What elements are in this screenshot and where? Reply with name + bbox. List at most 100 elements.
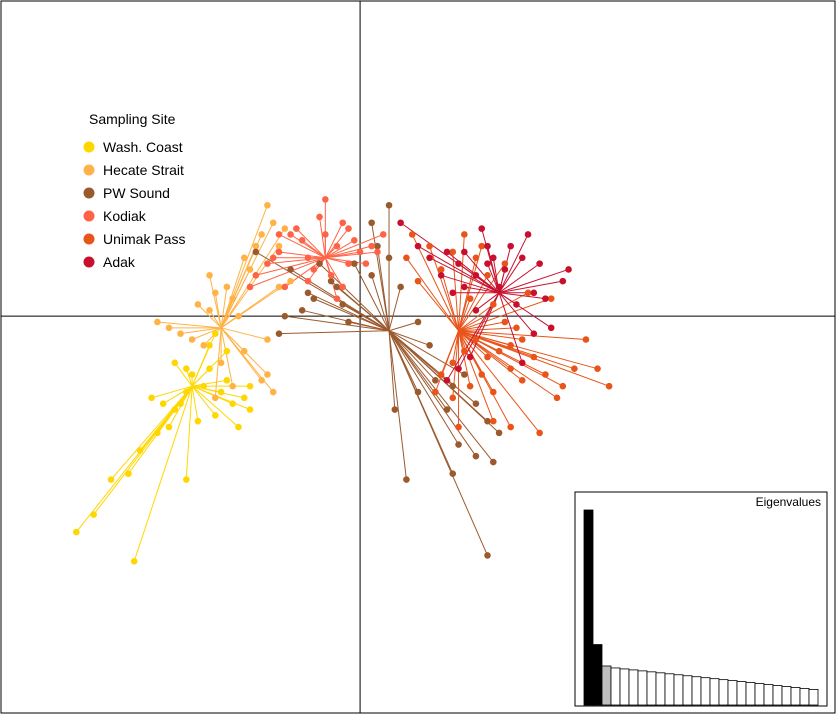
data-point <box>264 201 271 209</box>
spoke-line <box>209 310 222 329</box>
data-point <box>547 295 555 302</box>
spoke-line <box>475 274 500 294</box>
spoke-line <box>434 330 460 393</box>
data-point <box>287 277 294 285</box>
legend-entry: Kodiak <box>103 208 147 224</box>
spoke-line <box>220 286 280 329</box>
data-point <box>559 382 567 390</box>
inset-title: Eigenvalues <box>756 495 821 509</box>
data-point <box>316 260 323 267</box>
eigenvalue-bar <box>646 671 657 706</box>
legend-marker <box>83 187 95 199</box>
data-point <box>368 242 375 250</box>
eigenvalue-bar <box>799 688 810 706</box>
legend-marker <box>83 210 95 222</box>
data-point <box>269 254 277 262</box>
spoke-line <box>185 386 193 480</box>
spoke-line <box>353 263 390 331</box>
data-point <box>484 242 491 250</box>
spoke-line <box>388 330 459 445</box>
spoke-line <box>371 275 390 331</box>
spoke-line <box>388 330 430 346</box>
spoke-line <box>411 234 459 331</box>
spoke-line <box>336 286 390 332</box>
legend-entry: Unimak Pass <box>103 231 185 247</box>
legend-entry: Hecate Strait <box>103 162 184 178</box>
data-point <box>240 254 248 262</box>
spoke-line <box>458 327 517 332</box>
spoke-line <box>417 245 500 294</box>
data-point <box>264 260 271 267</box>
data-point <box>414 318 422 326</box>
data-point <box>246 406 254 413</box>
spoke-line <box>463 251 500 294</box>
data-point <box>553 394 561 402</box>
spoke-line <box>458 292 529 332</box>
data-point <box>536 429 543 437</box>
data-point <box>304 277 312 285</box>
data-point <box>252 242 260 250</box>
data-point <box>293 225 300 232</box>
data-point <box>200 342 208 349</box>
data-point <box>339 301 347 308</box>
eigenvalue-bar <box>700 677 711 706</box>
data-point <box>449 382 457 390</box>
spoke-line <box>296 228 326 259</box>
legend-marker <box>83 233 95 245</box>
data-point <box>432 388 439 396</box>
eigenvalues-inset: Eigenvalues <box>574 491 828 707</box>
spoke-line <box>388 286 402 331</box>
data-point <box>565 266 572 273</box>
spoke-line <box>174 362 193 387</box>
data-point <box>391 406 399 413</box>
data-point <box>559 277 567 285</box>
spoke-line <box>151 385 193 399</box>
data-point <box>501 260 509 267</box>
spoke-line <box>157 321 222 329</box>
spoke-line <box>191 386 199 422</box>
data-point <box>211 394 219 402</box>
data-point <box>513 301 520 308</box>
data-point <box>264 371 271 378</box>
spoke-line <box>388 330 396 410</box>
data-point <box>345 225 352 232</box>
data-point <box>379 231 387 238</box>
data-point <box>327 277 335 285</box>
data-point <box>484 353 491 361</box>
spoke-line <box>290 234 326 259</box>
spoke-line <box>475 292 500 311</box>
spoke-line <box>441 274 500 294</box>
data-point <box>304 289 312 297</box>
data-point <box>478 242 486 250</box>
spoke-line <box>220 257 245 328</box>
spoke-line <box>498 257 523 294</box>
spoke-line <box>278 251 326 259</box>
eigenvalue-bar <box>709 678 720 706</box>
data-point <box>275 242 283 250</box>
data-point <box>507 365 514 372</box>
data-point <box>316 213 323 221</box>
data-point <box>489 417 497 425</box>
data-point <box>252 271 260 279</box>
data-point <box>327 271 335 279</box>
data-point <box>478 225 486 232</box>
data-point <box>501 318 509 326</box>
data-point <box>513 324 520 332</box>
data-point <box>188 371 196 378</box>
data-point <box>345 260 352 267</box>
data-point <box>211 412 219 419</box>
data-point <box>443 377 451 384</box>
data-point <box>461 283 468 291</box>
data-point <box>466 295 474 302</box>
data-point <box>206 365 213 372</box>
spoke-line <box>458 330 523 340</box>
data-point <box>188 336 196 343</box>
spoke-line <box>191 327 222 340</box>
data-point <box>322 196 329 203</box>
data-point <box>177 330 184 337</box>
eigenvalue-bar <box>682 675 693 706</box>
spoke-line <box>180 327 222 335</box>
legend-entry: Adak <box>103 254 136 270</box>
spoke-line <box>220 228 286 329</box>
data-point <box>385 254 393 262</box>
